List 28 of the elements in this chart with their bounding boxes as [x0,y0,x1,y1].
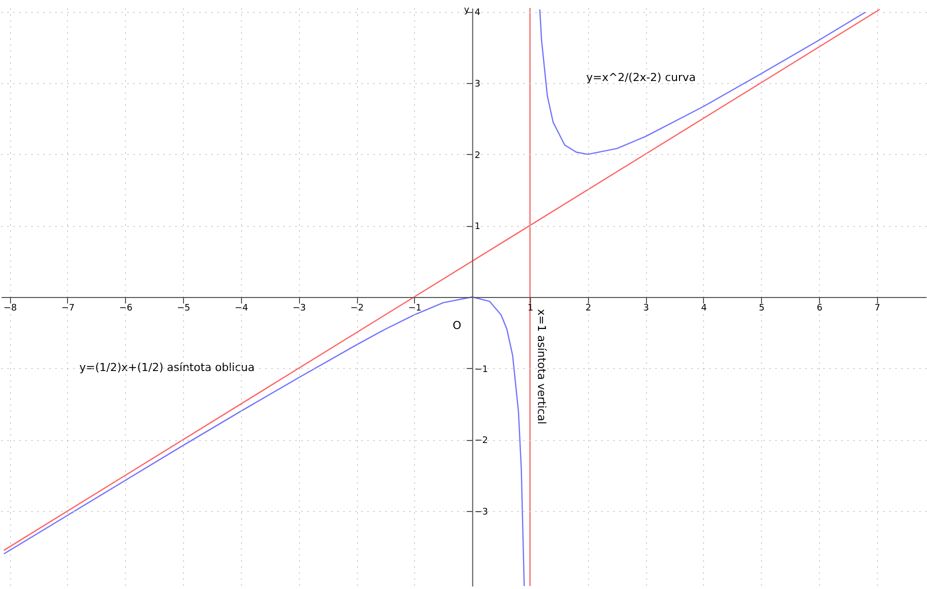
x-tick-label: 6 [816,304,823,314]
x-tick-label: −4 [234,304,248,314]
y-tick-label: −2 [474,436,488,446]
annotation: y=x^2/(2x-2) curva [586,71,696,84]
x-tick-label: −6 [119,304,133,314]
annotation: y=(1/2)x+(1/2) asíntota oblicua [79,361,255,374]
y-tick-label: 1 [474,222,480,232]
ref-line-label: x=1 asíntota vertical [534,309,548,424]
x-tick-label: −3 [292,304,306,314]
x-tick-label: −2 [350,304,364,314]
y-tick-label: 2 [474,150,480,161]
x-tick-label: −7 [61,304,75,314]
x-tick-label: −8 [4,304,18,314]
x-tick-label: −5 [176,304,190,314]
line-series [3,296,525,586]
x-tick-label: 2 [585,304,592,314]
y-tick-label: −1 [474,364,488,375]
line-series [539,8,866,155]
annotation: O [452,319,462,332]
x-tick-label: 7 [874,304,880,314]
y-tick-label: 3 [474,79,480,90]
y-tick-label: 4 [474,8,481,18]
y-tick-label: −3 [474,508,488,518]
x-tick-label: 5 [758,304,765,314]
x-tick-label: 4 [701,304,708,314]
x-tick-label: −1 [408,304,422,314]
x-tick-label: 3 [643,304,649,314]
y-axis-title: y [464,6,470,16]
